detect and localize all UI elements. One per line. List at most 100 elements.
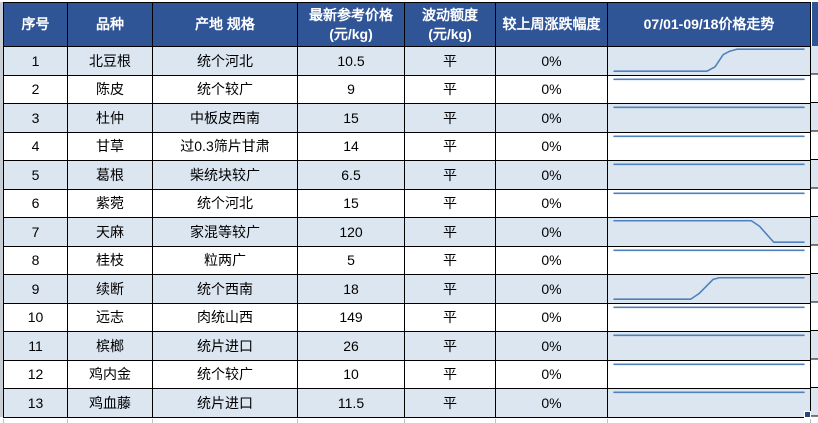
trend-cell[interactable]	[607, 217, 811, 247]
cell-origin-spec[interactable]: 统片进口	[152, 388, 298, 418]
cell-weekly-change[interactable]: 0%	[495, 302, 608, 332]
cell-weekly-change[interactable]: 0%	[495, 103, 608, 133]
cell-index[interactable]: 3	[3, 103, 68, 133]
cell-origin-spec[interactable]: 肉统山西	[152, 302, 298, 332]
cell-weekly-change[interactable]: 0%	[495, 388, 608, 418]
cell-fluctuation[interactable]: 平	[404, 302, 496, 332]
selection-fill-handle[interactable]	[804, 411, 811, 418]
cell-weekly-change[interactable]: 0%	[495, 245, 608, 275]
trend-cell[interactable]	[607, 160, 811, 190]
cell-origin-spec[interactable]: 统个较广	[152, 359, 298, 389]
cell-price[interactable]: 10	[297, 359, 405, 389]
col-header-index[interactable]: 序号	[3, 2, 68, 47]
cell-origin-spec[interactable]: 粒两广	[152, 245, 298, 275]
cell-weekly-change[interactable]: 0%	[495, 188, 608, 218]
cell-fluctuation[interactable]: 平	[404, 188, 496, 218]
cell-index[interactable]: 2	[3, 74, 68, 104]
cell-index[interactable]: 5	[3, 160, 68, 190]
trend-cell[interactable]	[607, 388, 811, 418]
cell-price[interactable]: 120	[297, 217, 405, 247]
cell-fluctuation[interactable]: 平	[404, 217, 496, 247]
trend-cell[interactable]	[607, 46, 811, 76]
cell-fluctuation[interactable]: 平	[404, 160, 496, 190]
cell-fluctuation[interactable]: 平	[404, 388, 496, 418]
cell-index[interactable]: 4	[3, 131, 68, 161]
cell-variety[interactable]: 槟榔	[67, 331, 153, 361]
cell-fluctuation[interactable]: 平	[404, 245, 496, 275]
trend-cell[interactable]	[607, 331, 811, 361]
cell-fluctuation[interactable]: 平	[404, 103, 496, 133]
cell-variety[interactable]: 甘草	[67, 131, 153, 161]
col-header-variety[interactable]: 品种	[67, 2, 153, 47]
cell-price[interactable]: 26	[297, 331, 405, 361]
cell-variety[interactable]: 陈皮	[67, 74, 153, 104]
trend-cell[interactable]	[607, 131, 811, 161]
cell-index[interactable]: 6	[3, 188, 68, 218]
col-header-fluctuation[interactable]: 波动额度 (元/kg)	[404, 2, 496, 47]
cell-index[interactable]: 10	[3, 302, 68, 332]
cell-variety[interactable]: 续断	[67, 274, 153, 304]
cell-price[interactable]: 15	[297, 103, 405, 133]
cell-price[interactable]: 9	[297, 74, 405, 104]
col-header-origin-spec[interactable]: 产地 规格	[152, 2, 298, 47]
cell-price[interactable]: 18	[297, 274, 405, 304]
cell-price[interactable]: 10.5	[297, 46, 405, 76]
cell-variety[interactable]: 天麻	[67, 217, 153, 247]
cell-variety[interactable]: 鸡血藤	[67, 388, 153, 418]
cell-weekly-change[interactable]: 0%	[495, 46, 608, 76]
cell-variety[interactable]: 葛根	[67, 160, 153, 190]
cell-fluctuation[interactable]: 平	[404, 46, 496, 76]
sparkline-icon	[613, 363, 805, 365]
col-header-weekly-change[interactable]: 较上周涨跌幅度	[495, 2, 608, 47]
cell-index[interactable]: 1	[3, 46, 68, 76]
cell-origin-spec[interactable]: 统个河北	[152, 46, 298, 76]
col-header-trend[interactable]: 07/01-09/18价格走势	[607, 2, 811, 47]
cell-origin-spec[interactable]: 统个较广	[152, 74, 298, 104]
cell-origin-spec[interactable]: 统个西南	[152, 274, 298, 304]
trend-cell[interactable]	[607, 188, 811, 218]
trend-cell[interactable]	[607, 302, 811, 332]
trend-cell[interactable]	[607, 359, 811, 389]
cell-origin-spec[interactable]: 统片进口	[152, 331, 298, 361]
cell-variety[interactable]: 紫菀	[67, 188, 153, 218]
cell-origin-spec[interactable]: 过0.3筛片甘肃	[152, 131, 298, 161]
cell-origin-spec[interactable]: 家混等较广	[152, 217, 298, 247]
cell-weekly-change[interactable]: 0%	[495, 331, 608, 361]
cell-fluctuation[interactable]: 平	[404, 131, 496, 161]
cell-fluctuation[interactable]: 平	[404, 331, 496, 361]
trend-cell[interactable]	[607, 245, 811, 275]
cell-variety[interactable]: 远志	[67, 302, 153, 332]
cell-price[interactable]: 6.5	[297, 160, 405, 190]
cell-weekly-change[interactable]: 0%	[495, 274, 608, 304]
cell-origin-spec[interactable]: 统个河北	[152, 188, 298, 218]
cell-variety[interactable]: 杜仲	[67, 103, 153, 133]
cell-price[interactable]: 11.5	[297, 388, 405, 418]
cell-weekly-change[interactable]: 0%	[495, 359, 608, 389]
cell-price[interactable]: 5	[297, 245, 405, 275]
cell-price[interactable]: 149	[297, 302, 405, 332]
cell-index[interactable]: 13	[3, 388, 68, 418]
cell-fluctuation[interactable]: 平	[404, 274, 496, 304]
cell-price[interactable]: 14	[297, 131, 405, 161]
cell-index[interactable]: 11	[3, 331, 68, 361]
cell-variety[interactable]: 北豆根	[67, 46, 153, 76]
cell-fluctuation[interactable]: 平	[404, 359, 496, 389]
cell-index[interactable]: 8	[3, 245, 68, 275]
cell-index[interactable]: 12	[3, 359, 68, 389]
cell-weekly-change[interactable]: 0%	[495, 160, 608, 190]
cell-index[interactable]: 7	[3, 217, 68, 247]
cell-index[interactable]: 9	[3, 274, 68, 304]
cell-fluctuation[interactable]: 平	[404, 74, 496, 104]
cell-weekly-change[interactable]: 0%	[495, 74, 608, 104]
col-header-price[interactable]: 最新参考价格 (元/kg)	[297, 2, 405, 47]
trend-cell[interactable]	[607, 74, 811, 104]
cell-origin-spec[interactable]: 柴统块较广	[152, 160, 298, 190]
cell-weekly-change[interactable]: 0%	[495, 217, 608, 247]
cell-weekly-change[interactable]: 0%	[495, 131, 608, 161]
trend-cell[interactable]	[607, 103, 811, 133]
cell-variety[interactable]: 桂枝	[67, 245, 153, 275]
cell-origin-spec[interactable]: 中板皮西南	[152, 103, 298, 133]
trend-cell[interactable]	[607, 274, 811, 304]
cell-variety[interactable]: 鸡内金	[67, 359, 153, 389]
cell-price[interactable]: 15	[297, 188, 405, 218]
